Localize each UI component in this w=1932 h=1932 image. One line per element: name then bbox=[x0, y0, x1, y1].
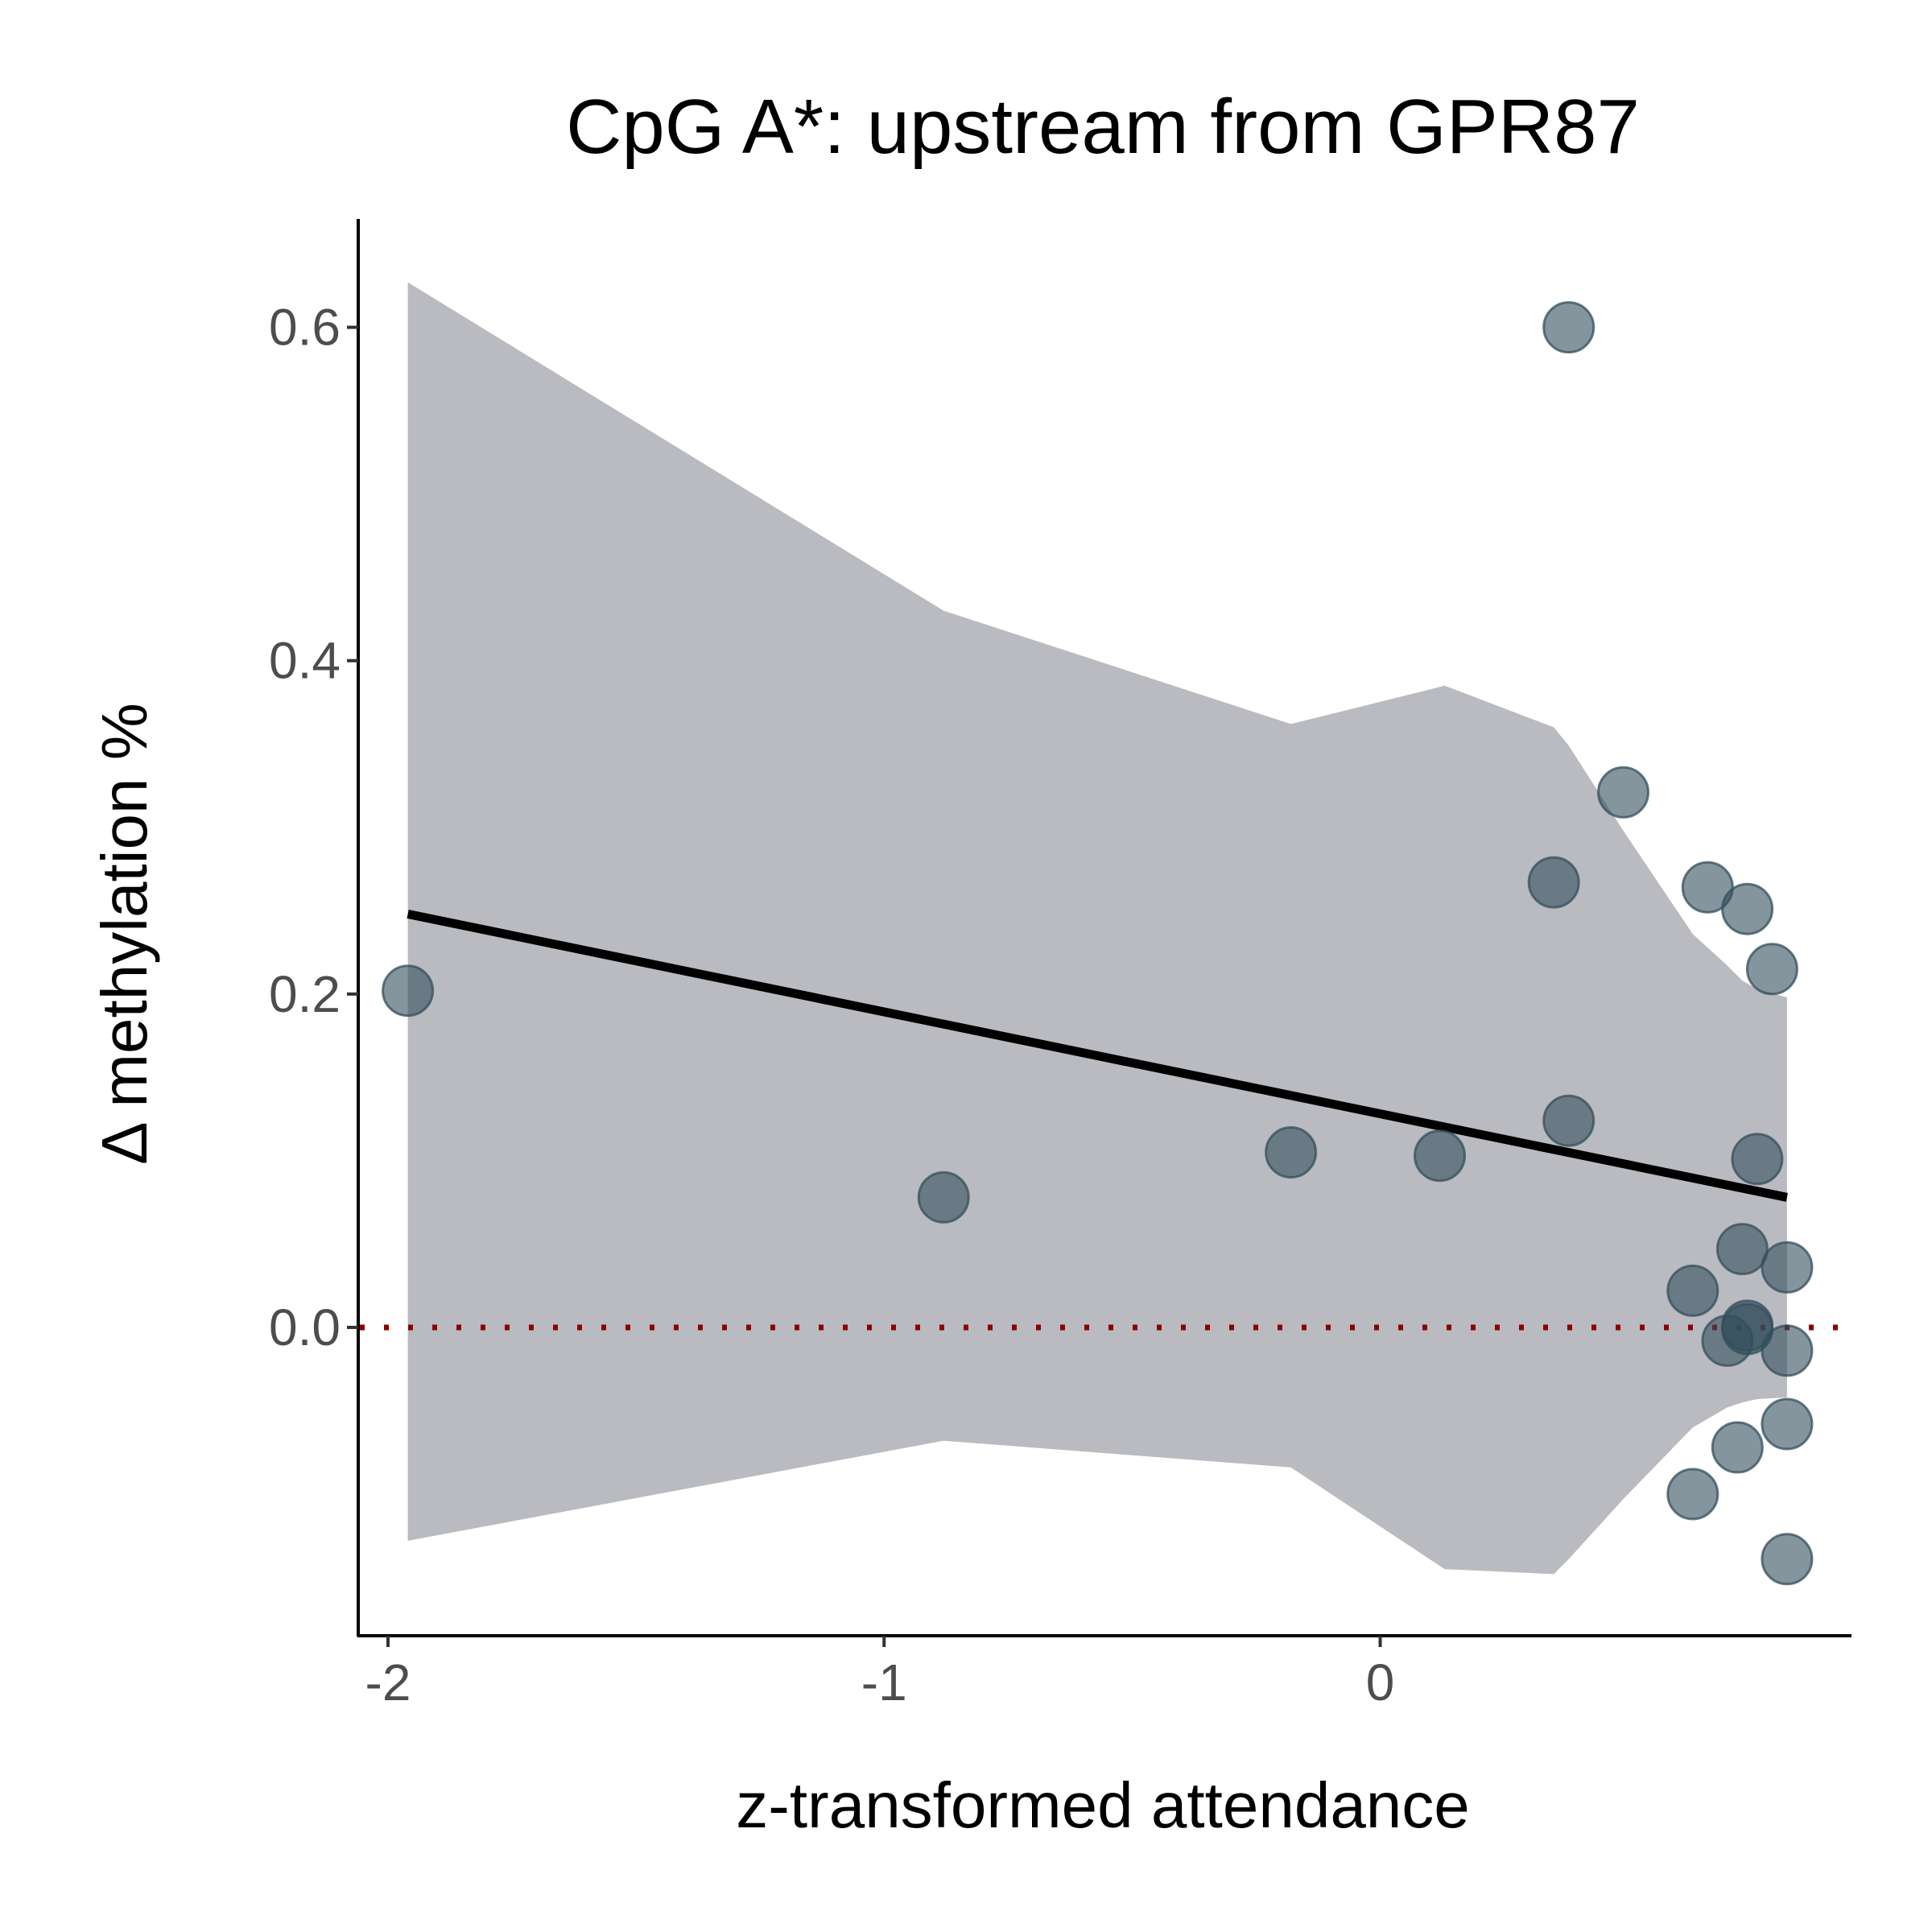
chart-title: CpG A*: upstream from GPR87 bbox=[566, 84, 1640, 170]
x-tick-label: 0 bbox=[1366, 1653, 1395, 1711]
y-axis-title: Δ methylation % bbox=[89, 703, 160, 1165]
data-point bbox=[1715, 1223, 1769, 1276]
data-point bbox=[1666, 1468, 1719, 1521]
data-point bbox=[1761, 1241, 1814, 1294]
data-point bbox=[917, 1170, 970, 1224]
y-tick-label: 0.0 bbox=[269, 1298, 341, 1356]
x-axis-title: z-transformed attendance bbox=[736, 1769, 1470, 1841]
y-tick-label: 0.2 bbox=[269, 965, 341, 1023]
data-point bbox=[1731, 1133, 1784, 1186]
data-point bbox=[1721, 882, 1774, 935]
data-point bbox=[1414, 1129, 1466, 1183]
data-point bbox=[1721, 1302, 1774, 1356]
y-tick-label: 0.4 bbox=[269, 632, 341, 690]
x-tick-label: -2 bbox=[365, 1653, 411, 1711]
data-point bbox=[1711, 1421, 1764, 1474]
data-point bbox=[1265, 1126, 1318, 1179]
data-point bbox=[1597, 766, 1649, 819]
data-point bbox=[1681, 861, 1734, 914]
regression-line bbox=[407, 910, 1788, 1202]
data-point bbox=[382, 964, 435, 1018]
data-point bbox=[1527, 856, 1580, 909]
data-point bbox=[1761, 1533, 1814, 1586]
data-point bbox=[1542, 1094, 1596, 1147]
confidence-band bbox=[407, 282, 1787, 1575]
data-point bbox=[1761, 1397, 1814, 1451]
data-point bbox=[1761, 1324, 1814, 1377]
data-point bbox=[1666, 1264, 1719, 1317]
x-tick-label: -1 bbox=[861, 1653, 907, 1711]
y-tick-label: 0.6 bbox=[269, 299, 341, 357]
plot-area: -2 -1 0 0.0 0.2 0.4 0.6 bbox=[269, 219, 1852, 1711]
data-point bbox=[1745, 943, 1798, 996]
data-point bbox=[1542, 301, 1596, 354]
